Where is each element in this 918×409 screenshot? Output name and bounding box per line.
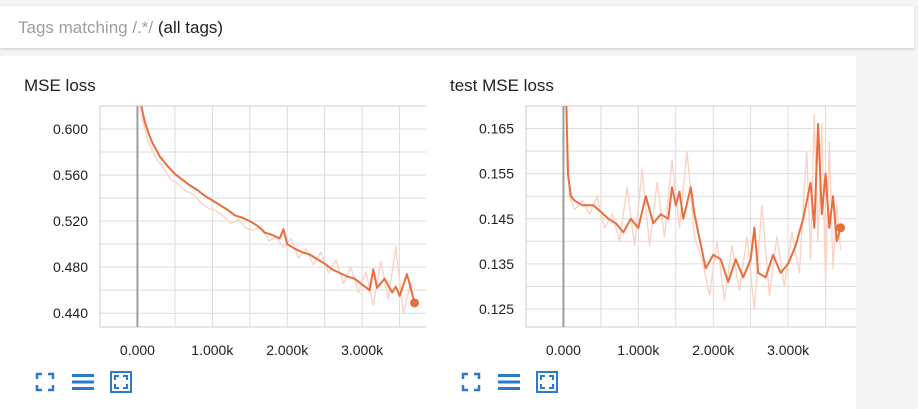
x-tick-label: 3.000k [341, 342, 384, 358]
y-tick-label: 0.520 [53, 213, 88, 229]
chart-card-test-mse-loss: test MSE loss 0.125 0.135 0.145 0.155 0.165 0… [426, 56, 856, 409]
series-line-smoothed [565, 105, 842, 283]
chart-title: test MSE loss [450, 76, 554, 95]
x-tick-label: 0.000 [546, 342, 581, 358]
x-tick-label: 0.000 [120, 342, 155, 358]
y-tick-label: 0.165 [479, 121, 514, 137]
series-line-raw [565, 110, 842, 310]
y-tick-label: 0.600 [53, 121, 88, 137]
tag-filter-bar[interactable]: Tags matching /.*/ (all tags) [0, 6, 914, 48]
x-tick-label: 2.000k [266, 342, 309, 358]
x-tick-label: 3.000k [767, 342, 810, 358]
tag-filter-text[interactable]: Tags matching /.*/ (all tags) [18, 18, 223, 38]
list-icon[interactable] [498, 371, 520, 393]
tag-filter-suffix: (all tags) [157, 18, 224, 37]
tag-filter-regex[interactable]: /.*/ [132, 18, 154, 37]
y-tick-label: 0.135 [479, 256, 514, 272]
y-tick-label: 0.155 [479, 166, 514, 182]
series-line-raw [140, 115, 416, 314]
y-tick-label: 0.560 [53, 167, 88, 183]
list-icon[interactable] [72, 371, 94, 393]
y-tick-label: 0.145 [479, 211, 514, 227]
chart-plot[interactable]: 0.125 0.135 0.145 0.155 0.165 0.000 1.000k 2.00… [426, 56, 856, 366]
series-line-smoothed [140, 105, 416, 304]
plot-frame [525, 105, 856, 328]
fullscreen-icon[interactable] [460, 371, 482, 393]
y-tick-label: 0.480 [53, 259, 88, 275]
chart-title: MSE loss [24, 76, 96, 95]
x-tick-label: 1.000k [191, 342, 234, 358]
last-point-marker [410, 298, 420, 308]
tag-filter-prefix: Tags matching [18, 18, 133, 37]
fullscreen-icon[interactable] [34, 371, 56, 393]
fit-domain-icon[interactable] [536, 371, 558, 393]
plot-frame [99, 105, 430, 328]
y-tick-label: 0.440 [53, 305, 88, 321]
x-tick-label: 1.000k [617, 342, 660, 358]
fit-domain-icon[interactable] [110, 371, 132, 393]
chart-card-mse-loss: MSE loss 0.440 0.480 0.520 0.560 0.600 0.000 1… [0, 56, 430, 409]
x-tick-label: 2.000k [692, 342, 735, 358]
chart-plot[interactable]: 0.440 0.480 0.520 0.560 0.600 0.000 1.000k 2.00… [0, 56, 430, 366]
last-point-marker [836, 223, 846, 233]
y-tick-label: 0.125 [479, 301, 514, 317]
